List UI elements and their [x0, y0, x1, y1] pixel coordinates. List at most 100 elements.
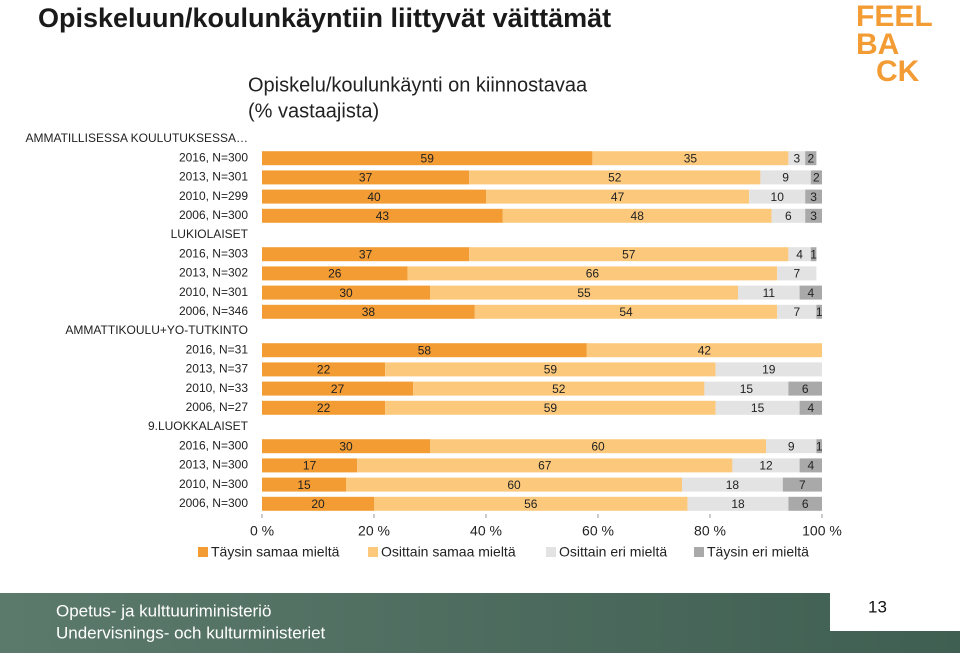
category-label: AMMATTIKOULU+YO-TUTKINTO	[65, 323, 248, 337]
logo: BA	[856, 28, 899, 61]
category-label: 2006, N=300	[179, 208, 248, 222]
category-label: 2010, N=299	[179, 189, 248, 203]
bar-segment	[732, 458, 800, 473]
bar-segment	[502, 208, 772, 223]
legend-label: Täysin eri mieltä	[707, 544, 809, 560]
data-label: 7	[799, 478, 806, 492]
bar-segment	[262, 439, 430, 454]
footer-text: Opetus- ja kulttuuriministeriö	[56, 601, 271, 620]
bar-segment	[738, 285, 800, 300]
category-label: 2016, N=300	[179, 438, 248, 452]
data-label: 4	[807, 401, 814, 415]
data-label: 52	[552, 382, 566, 396]
data-label: 4	[796, 247, 803, 261]
data-label: 66	[586, 267, 600, 281]
bar-segment	[715, 400, 800, 415]
data-label: 15	[751, 401, 765, 415]
data-label: 56	[524, 497, 538, 511]
data-label: 59	[544, 363, 558, 377]
category-label: 2006, N=27	[186, 400, 249, 414]
bar-segment	[810, 170, 822, 185]
data-label: 6	[802, 382, 809, 396]
category-label: 2013, N=37	[186, 362, 249, 376]
bar-segment	[586, 343, 822, 358]
bar-segment	[262, 208, 503, 223]
bar-segment	[788, 247, 811, 262]
bar-segment	[262, 477, 346, 492]
category-label: 2010, N=33	[186, 381, 249, 395]
bar-segment	[766, 439, 817, 454]
legend-label: Osittain eri mieltä	[559, 544, 667, 560]
data-label: 35	[684, 151, 698, 165]
data-label: 10	[771, 190, 785, 204]
bar-segment	[430, 285, 738, 300]
x-tick-label: 20 %	[358, 523, 390, 539]
data-label: 54	[619, 305, 633, 319]
data-label: 15	[297, 478, 311, 492]
data-label: 37	[359, 171, 373, 185]
data-label: 38	[362, 305, 376, 319]
bar-segment	[704, 381, 789, 396]
bar-segment	[407, 266, 778, 281]
bar-segment	[816, 304, 822, 319]
data-label: 48	[631, 209, 645, 223]
bar-segment	[262, 170, 470, 185]
bar-segment	[810, 247, 817, 262]
data-label: 60	[591, 439, 605, 453]
data-label: 9	[782, 171, 789, 185]
slide-title: Opiskeluun/koulunkäyntiin liittyvät väit…	[38, 3, 611, 33]
bar-segment	[262, 304, 475, 319]
bar-segment	[346, 477, 682, 492]
bar-segment	[430, 439, 766, 454]
legend-label: Osittain samaa mieltä	[381, 544, 516, 560]
bar-segment	[474, 304, 778, 319]
x-tick-label: 40 %	[470, 523, 502, 539]
data-label: 52	[608, 171, 622, 185]
data-label: 59	[544, 401, 558, 415]
legend-swatch	[368, 547, 378, 557]
data-label: 2	[813, 171, 820, 185]
data-label: 7	[793, 267, 800, 281]
data-label: 1	[810, 247, 817, 261]
page-number-box	[830, 593, 960, 631]
chart-subtitle: (% vastaajista)	[248, 100, 379, 122]
data-label: 11	[763, 286, 776, 300]
x-tick-label: 60 %	[582, 523, 614, 539]
data-label: 42	[698, 343, 712, 357]
data-label: 18	[731, 497, 745, 511]
bar-segment	[805, 208, 822, 223]
bar-segment	[262, 151, 593, 166]
data-label: 3	[810, 209, 817, 223]
chart-title: Opiskelu/koulunkäynti on kiinnostavaa	[248, 74, 588, 96]
bar-segment	[262, 400, 386, 415]
data-label: 1	[816, 305, 823, 319]
category-label: 2013, N=301	[179, 170, 248, 184]
x-tick-label: 0 %	[250, 523, 274, 539]
bar-segment	[262, 266, 408, 281]
legend-swatch	[694, 547, 704, 557]
bar-segment	[385, 362, 716, 377]
page-number: 13	[868, 597, 887, 616]
data-label: 37	[359, 247, 373, 261]
category-label: AMMATILLISESSA KOULUTUKSESSA…	[25, 131, 248, 145]
data-label: 67	[538, 459, 552, 473]
category-label: 2016, N=300	[179, 150, 248, 164]
bar-segment	[486, 189, 750, 204]
bar-segment	[805, 151, 817, 166]
data-label: 4	[807, 459, 814, 473]
category-label: 2010, N=301	[179, 285, 248, 299]
bar-segment	[777, 304, 817, 319]
data-label: 12	[759, 459, 773, 473]
bar-segment	[749, 189, 806, 204]
legend-swatch	[546, 547, 556, 557]
data-label: 47	[611, 190, 625, 204]
category-label: 2013, N=300	[179, 458, 248, 472]
data-label: 30	[339, 286, 353, 300]
bar-segment	[262, 458, 358, 473]
bar-segment	[782, 477, 822, 492]
bar-segment	[788, 381, 822, 396]
data-label: 7	[793, 305, 800, 319]
bar-segment	[262, 189, 486, 204]
bar-segment	[777, 266, 817, 281]
